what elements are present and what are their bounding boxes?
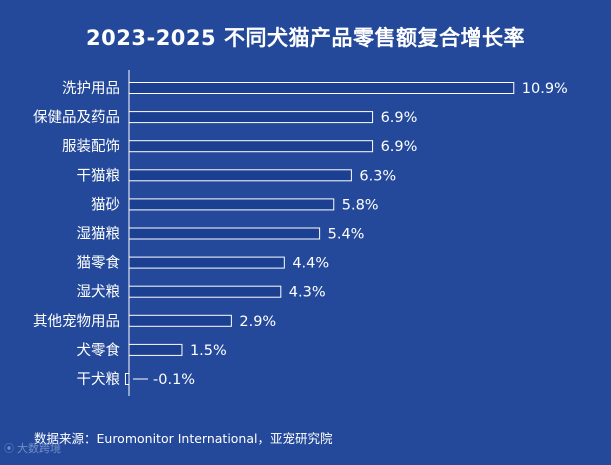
value-label: 1.5% <box>190 343 227 359</box>
value-label: 5.4% <box>328 227 365 243</box>
bar <box>128 256 285 269</box>
bar <box>124 373 130 385</box>
watermark-text: 大数跨境 <box>17 442 61 455</box>
bar <box>128 314 232 327</box>
bar <box>128 169 352 182</box>
bar <box>128 227 321 240</box>
category-label: 干猫粮 <box>77 167 121 184</box>
chart-title: 2023-2025 不同犬猫产品零售额复合增长率 <box>86 26 525 50</box>
bar <box>128 198 335 211</box>
value-label: 4.4% <box>292 256 329 272</box>
category-label: 其他宠物用品 <box>33 313 120 330</box>
category-label: 保健品及药品 <box>33 109 120 126</box>
category-label: 干犬粮 <box>77 371 121 388</box>
value-label: 5.8% <box>342 197 379 213</box>
category-label: 猫零食 <box>77 255 121 272</box>
bar <box>128 285 282 298</box>
value-label: -0.1% <box>153 372 195 388</box>
category-label: 洗护用品 <box>62 80 120 97</box>
value-label: 10.9% <box>522 81 568 97</box>
bar <box>128 343 183 356</box>
bar <box>128 82 515 94</box>
category-label: 服装配饰 <box>62 138 120 155</box>
category-label: 犬零食 <box>77 342 121 359</box>
watermark: ⦿ 大数跨境 <box>4 440 61 456</box>
value-label: 6.3% <box>359 168 396 184</box>
bar <box>128 140 374 153</box>
bar <box>128 111 374 124</box>
category-label: 湿犬粮 <box>77 284 121 301</box>
value-label: 6.9% <box>381 139 418 155</box>
value-label: 4.3% <box>289 285 326 301</box>
category-label: 猫砂 <box>91 196 120 213</box>
bars-layer: 洗护用品 10.9% 保健品及药品 6.9% 服装配饰 6.9% 干猫粮 6.3% 猫砂 5.8%… <box>33 80 568 388</box>
value-label: 6.9% <box>381 110 418 126</box>
value-label: 2.9% <box>239 314 276 330</box>
watermark-logo-icon: ⦿ <box>4 444 14 455</box>
category-label: 湿猫粮 <box>77 226 121 243</box>
source-note: 数据来源：Euromonitor International，亚宠研究院 <box>34 431 333 446</box>
